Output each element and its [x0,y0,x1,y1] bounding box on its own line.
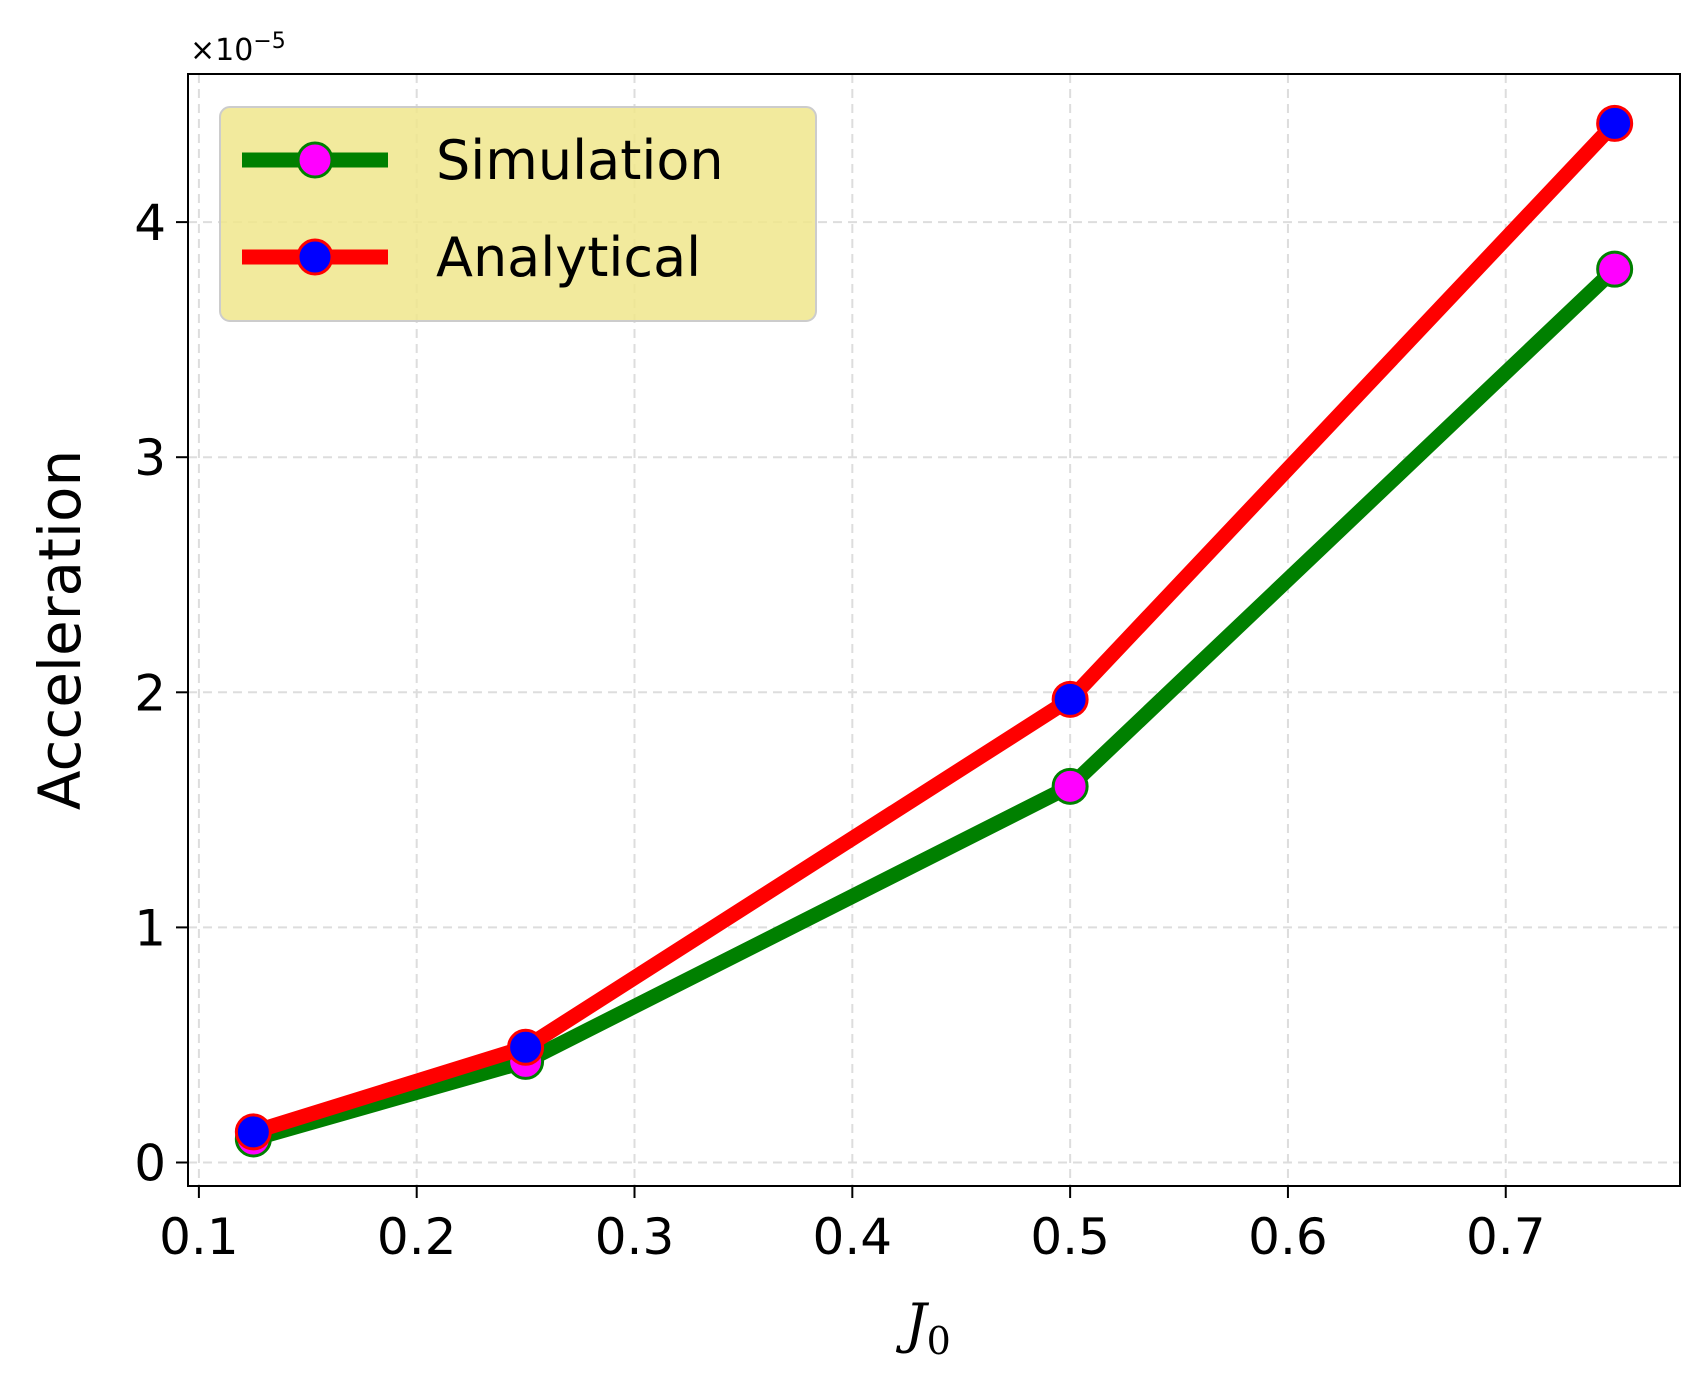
y-tick-label: 1 [134,899,166,957]
x-tick-label: 0.5 [1030,1208,1110,1266]
analytical-data-point [507,1028,545,1066]
analytical-data-point [1051,680,1089,718]
x-tick-label: 0.4 [813,1208,893,1266]
simulation-series-line [251,263,1620,1147]
y-axis-label: Acceleration [26,450,94,810]
x-tick-label: 0.7 [1466,1208,1546,1266]
legend-analytical-marker [296,238,334,276]
x-tick-label: 0.1 [159,1208,239,1266]
y-tick-label: 2 [134,664,166,722]
x-tick-label: 0.6 [1248,1208,1328,1266]
analytical-data-point [1596,104,1634,142]
simulation-data-point [1596,250,1634,288]
simulation-data-point [1051,767,1089,805]
x-tick-label: 0.3 [595,1208,675,1266]
plot-frame [187,73,1681,1187]
legend-simulation-label: Simulation [436,129,724,192]
y-tick-label: 0 [134,1134,166,1192]
analytical-series-line [251,118,1621,1140]
y-offset-text: ×10−5 [190,29,286,68]
legend-analytical-label: Analytical [436,226,701,289]
axis-ticks: 0.1 0.2 0.3 0.4 0.5 0.6 0.7 0 1 2 3 4 [134,194,1545,1266]
y-tick-label: 4 [134,194,166,252]
legend: Simulation Analytical [219,106,817,322]
x-tick-label: 0.2 [377,1208,457,1266]
analytical-data-point [234,1113,272,1151]
y-tick-label: 3 [134,429,166,487]
legend-simulation-marker [296,141,334,179]
series-layer [234,104,1634,1158]
